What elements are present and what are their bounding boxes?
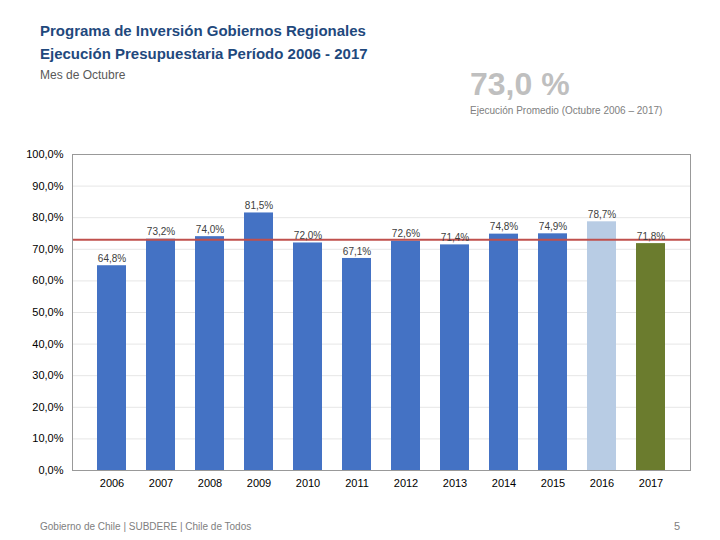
svg-text:2015: 2015 [541, 477, 565, 489]
html-text:Gobierno de Chile | SUBDERE |: Gobierno de Chile | SUBDERE | Chile de T… [40, 521, 252, 532]
svg-text:60,0%: 60,0% [32, 274, 63, 286]
svg-text:2013: 2013 [443, 477, 467, 489]
svg-text:71,4%: 71,4% [441, 232, 469, 243]
svg-text:2014: 2014 [492, 477, 516, 489]
svg-text:2017: 2017 [639, 477, 663, 489]
svg-text:72,0%: 72,0% [294, 230, 322, 241]
svg-text:30,0%: 30,0% [32, 369, 63, 381]
svg-text:50,0%: 50,0% [32, 306, 63, 318]
html-text:Programa de Inversión Gobierno: Programa de Inversión Gobiernos Regional… [40, 22, 366, 39]
svg-text:78,7%: 78,7% [588, 209, 616, 220]
svg-text:20,0%: 20,0% [32, 401, 63, 413]
svg-text:64,8%: 64,8% [98, 253, 126, 264]
svg-text:100,0%: 100,0% [26, 148, 64, 160]
svg-text:73,2%: 73,2% [147, 226, 175, 237]
svg-text:2007: 2007 [149, 477, 173, 489]
svg-text:70,0%: 70,0% [32, 243, 63, 255]
svg-text:74,8%: 74,8% [490, 221, 518, 232]
svg-text:74,0%: 74,0% [196, 224, 224, 235]
html-text:Ejecución Promedio (Octubre 20: Ejecución Promedio (Octubre 2006 – 2017) [470, 105, 663, 116]
svg-text:67,1%: 67,1% [343, 246, 371, 257]
svg-text:72,6%: 72,6% [392, 228, 420, 239]
svg-text:0,0%: 0,0% [38, 464, 63, 476]
html-text:Mes de Octubre: Mes de Octubre [40, 68, 126, 82]
svg-text:2009: 2009 [247, 477, 271, 489]
svg-text:2010: 2010 [296, 477, 320, 489]
svg-text:2016: 2016 [590, 477, 614, 489]
svg-text:71,8%: 71,8% [637, 231, 665, 242]
svg-text:2006: 2006 [100, 477, 124, 489]
html-text:Ejecución Presupuestaria Perío: Ejecución Presupuestaria Período 2006 - … [40, 45, 368, 62]
html-text:73,0 %: 73,0 % [470, 66, 570, 102]
svg-text:40,0%: 40,0% [32, 338, 63, 350]
svg-text:2012: 2012 [394, 477, 418, 489]
svg-text:74,9%: 74,9% [539, 221, 567, 232]
svg-text:80,0%: 80,0% [32, 211, 63, 223]
svg-text:10,0%: 10,0% [32, 432, 63, 444]
svg-text:2011: 2011 [345, 477, 369, 489]
svg-text:90,0%: 90,0% [32, 180, 63, 192]
svg-text:81,5%: 81,5% [245, 200, 273, 211]
svg-text:2008: 2008 [198, 477, 222, 489]
html-text:5: 5 [673, 520, 680, 532]
